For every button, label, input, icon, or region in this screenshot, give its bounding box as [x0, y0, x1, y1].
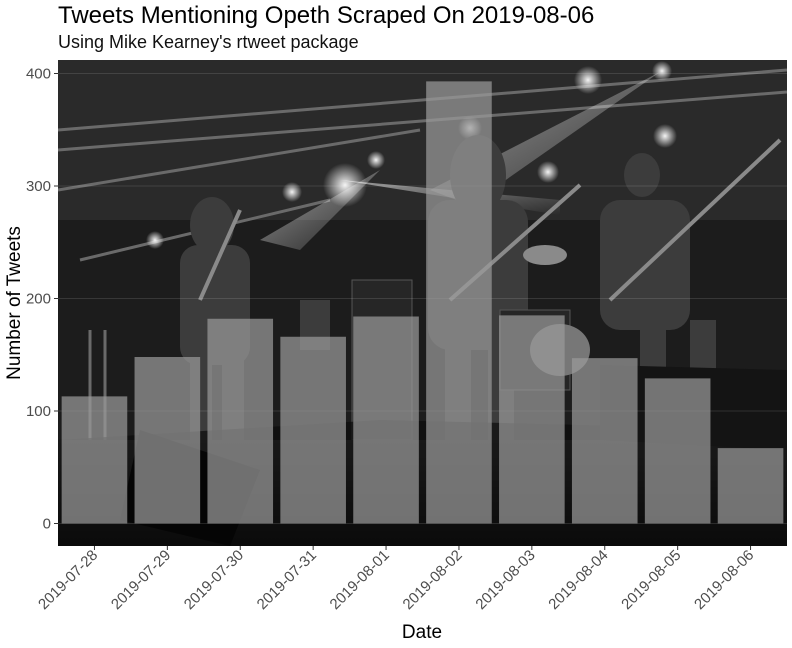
bar-2019-08-02 — [426, 81, 492, 524]
x-tick-label-2019-08-04: 2019-08-04 — [545, 547, 611, 613]
y-tick-label-200: 200 — [26, 291, 51, 308]
chart-title: Tweets Mentioning Opeth Scraped On 2019-… — [58, 2, 595, 29]
x-tick-label-2019-08-03: 2019-08-03 — [472, 547, 538, 613]
x-tick-label-2019-07-31: 2019-07-31 — [254, 547, 320, 613]
x-tick-label-2019-08-02: 2019-08-02 — [399, 547, 465, 613]
x-tick-label-2019-07-30: 2019-07-30 — [181, 547, 247, 613]
x-tick-label-2019-08-01: 2019-08-01 — [327, 547, 393, 613]
x-tick-label-2019-07-29: 2019-07-29 — [108, 547, 174, 613]
bar-2019-07-29 — [134, 357, 201, 524]
y-tick-label-400: 400 — [26, 66, 51, 83]
bar-2019-08-06 — [717, 448, 784, 524]
x-tick-label-2019-08-06: 2019-08-06 — [691, 547, 757, 613]
y-tick-label-0: 0 — [43, 516, 51, 533]
x-axis: 2019-07-28 2019-07-29 2019-07-30 2019-07-31… — [35, 546, 757, 613]
x-axis-title: Date — [402, 622, 442, 643]
chart-subtitle: Using Mike Kearney's rtweet package — [58, 32, 359, 52]
y-axis: 0 100 200 300 400 — [26, 66, 58, 533]
bar-2019-08-03 — [499, 315, 565, 524]
bar-2019-08-05 — [644, 378, 711, 524]
bar-2019-08-04 — [571, 358, 638, 524]
bar-2019-07-31 — [280, 336, 346, 524]
bars — [61, 81, 784, 524]
bar-2019-08-01 — [353, 316, 419, 524]
y-tick-label-100: 100 — [26, 403, 51, 420]
y-tick-label-300: 300 — [26, 178, 51, 195]
bar-2019-07-28 — [61, 396, 128, 524]
x-tick-label-2019-07-28: 2019-07-28 — [35, 547, 101, 613]
bar-2019-07-30 — [207, 318, 274, 524]
x-tick-label-2019-08-05: 2019-08-05 — [618, 547, 684, 613]
y-axis-title: Number of Tweets — [4, 226, 25, 380]
